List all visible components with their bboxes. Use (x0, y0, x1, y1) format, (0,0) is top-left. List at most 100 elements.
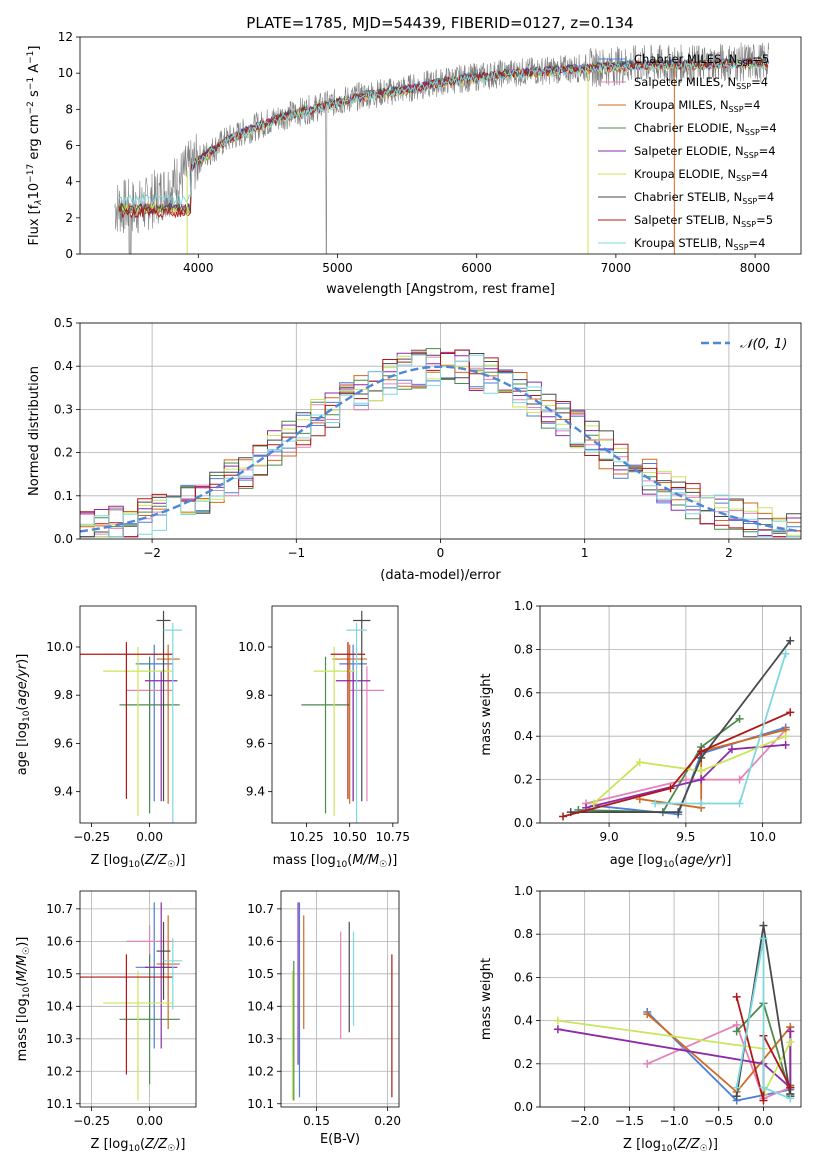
residual-histogram (80, 351, 801, 538)
x-tick-label: −0.5 (704, 1114, 733, 1128)
y-tick-label: 10.4 (247, 999, 274, 1013)
x-tick-label: 0 (437, 546, 445, 560)
y-tick-label: 10.3 (247, 1032, 274, 1046)
plot-area (80, 610, 183, 823)
x-tick-label: 10.50 (332, 830, 366, 844)
x-tick-label: −0.25 (73, 830, 110, 844)
y-tick-label: 0.8 (514, 927, 533, 941)
x-tick-label: 0.20 (374, 1114, 401, 1128)
x-tick-label: 4000 (183, 261, 214, 275)
y-tick-label: 10.2 (46, 1064, 73, 1078)
y-tick-label: 0.2 (514, 1057, 533, 1071)
y-tick-label: 10.1 (247, 1097, 274, 1111)
y-axis-label: age [log10(age/yr)] (15, 654, 32, 776)
y-tick-label: 12 (58, 30, 73, 44)
x-tick-label: 2 (725, 546, 733, 560)
y-axis-label: Flux [fλ10−17 erg cm−2 s−1 A−1] (26, 46, 44, 246)
axes-frame (79, 36, 802, 255)
weight-vs-metallicity-panel: −2.0 −1.5 −1.0 −0.5 0.0 0.0 0.2 0.4 0.6 0.8 1.0 Z [… (479, 884, 802, 1154)
y-tick-label: 0.2 (54, 446, 73, 460)
residuals-panel: −2 −1 0 1 2 0.0 0.1 0.2 0.3 0.4 0.5 (data-model)/er… (27, 316, 802, 583)
y-tick-label: 10.5 (247, 967, 274, 981)
x-axis-label: age [log10(age/yr)] (610, 853, 732, 870)
y-tick-label: 9.8 (246, 688, 265, 702)
y-tick-label: 0.6 (514, 686, 533, 700)
x-tick-label: −2.0 (570, 1114, 599, 1128)
y-tick-label: 0.1 (54, 489, 73, 503)
y-tick-label: 9.6 (54, 736, 73, 750)
plot-area (291, 902, 393, 1101)
legend-label: Kroupa STELIB, NSSP=4 (634, 236, 765, 252)
y-tick-label: 0.0 (54, 532, 73, 546)
x-tick-label: 1 (581, 546, 589, 560)
age-vs-mass-panel: 10.25 10.50 10.75 9.4 9.6 9.8 10.0 mass [log10(… (238, 605, 410, 870)
y-tick-label: 0.4 (514, 1014, 533, 1028)
x-tick-label: 7000 (601, 261, 632, 275)
x-tick-label: −1.5 (615, 1114, 644, 1128)
y-tick-label: 9.6 (246, 736, 265, 750)
y-tick-label: 0.0 (514, 1100, 533, 1114)
weight-series-line (735, 938, 791, 1100)
plot-area (553, 921, 795, 1105)
plot-area (301, 610, 385, 823)
x-tick-label: 8000 (740, 261, 771, 275)
y-tick-label: 10.6 (46, 934, 73, 948)
x-axis-label: mass [log10(M/M☉)] (273, 853, 398, 870)
residual-histogram (80, 349, 801, 538)
y-tick-label: 0.0 (514, 816, 533, 830)
x-tick-label: −2 (143, 546, 161, 560)
spectrum-legend: Chabrier MILES, NSSP=5 Salpeter MILES, NS… (598, 52, 777, 252)
plot-area (559, 636, 795, 821)
legend-label: Salpeter ELODIE, NSSP=4 (634, 144, 776, 160)
x-tick-label: 9.5 (676, 830, 695, 844)
legend-label: Salpeter MILES, NSSP=4 (634, 75, 768, 91)
age-vs-metallicity-panel: −0.25 0.00 9.4 9.6 9.8 10.0 Z [log10(Z/Z☉)] age… (15, 605, 197, 870)
weight-series-line (570, 640, 792, 813)
weight-series-line (593, 735, 786, 805)
y-tick-label: 10.7 (247, 902, 274, 916)
y-tick-label: 0.8 (514, 642, 533, 656)
y-tick-label: 0.3 (54, 402, 73, 416)
y-axis-label: mass weight (479, 958, 494, 1040)
legend-label: Chabrier MILES, NSSP=5 (634, 52, 769, 68)
y-tick-label: 9.4 (246, 785, 265, 799)
x-axis-label: wavelength [Angstrom, rest frame] (326, 282, 555, 297)
axes-frame (271, 605, 399, 824)
axes-frame (539, 890, 802, 1108)
axes-frame (280, 890, 400, 1108)
axes-frame (79, 605, 197, 824)
y-tick-label: 1.0 (514, 884, 533, 898)
weight-series-line (557, 1028, 792, 1090)
figure-title: PLATE=1785, MJD=54439, FIBERID=0127, z=0… (246, 14, 633, 32)
legend-label: Salpeter STELIB, NSSP=5 (634, 213, 773, 229)
plot-area (80, 348, 801, 538)
x-axis-label: Z [log10(Z/Z☉)] (91, 1137, 186, 1154)
axes-frame (539, 605, 802, 824)
y-tick-label: 0.6 (514, 970, 533, 984)
x-tick-label: 10.75 (376, 830, 410, 844)
y-tick-label: 0.4 (514, 729, 533, 743)
legend-label: 𝒩(0, 1) (740, 337, 787, 352)
y-tick-label: 10.1 (46, 1097, 73, 1111)
legend-label: Chabrier ELODIE, NSSP=4 (634, 121, 777, 137)
normal-reference-curve (80, 365, 801, 533)
weight-series-line (585, 729, 787, 805)
axes-frame (79, 890, 197, 1108)
y-tick-label: 10.6 (247, 934, 274, 948)
weight-series-line (562, 711, 791, 818)
x-tick-label: 0.00 (136, 830, 163, 844)
x-tick-label: −1 (287, 546, 305, 560)
axes-frame (79, 322, 802, 540)
x-tick-label: 10.25 (289, 830, 323, 844)
y-tick-label: 10.7 (46, 902, 73, 916)
y-tick-label: 4 (65, 175, 73, 189)
y-tick-label: 0.5 (54, 316, 73, 330)
y-tick-label: 0.4 (54, 359, 73, 373)
y-tick-label: 9.8 (54, 688, 73, 702)
y-tick-label: 9.4 (54, 785, 73, 799)
x-axis-label: Z [log10(Z/Z☉)] (623, 1137, 718, 1154)
y-tick-label: 10.3 (46, 1032, 73, 1046)
spectrum-panel: 4000 5000 6000 7000 8000 0 2 4 6 8 10 12 wavelength … (26, 30, 802, 297)
y-tick-label: 10 (58, 66, 73, 80)
mass-vs-metallicity-panel: −0.25 0.00 10.1 10.2 10.3 10.4 10.5 10.6 10.7 Z [… (15, 890, 197, 1154)
